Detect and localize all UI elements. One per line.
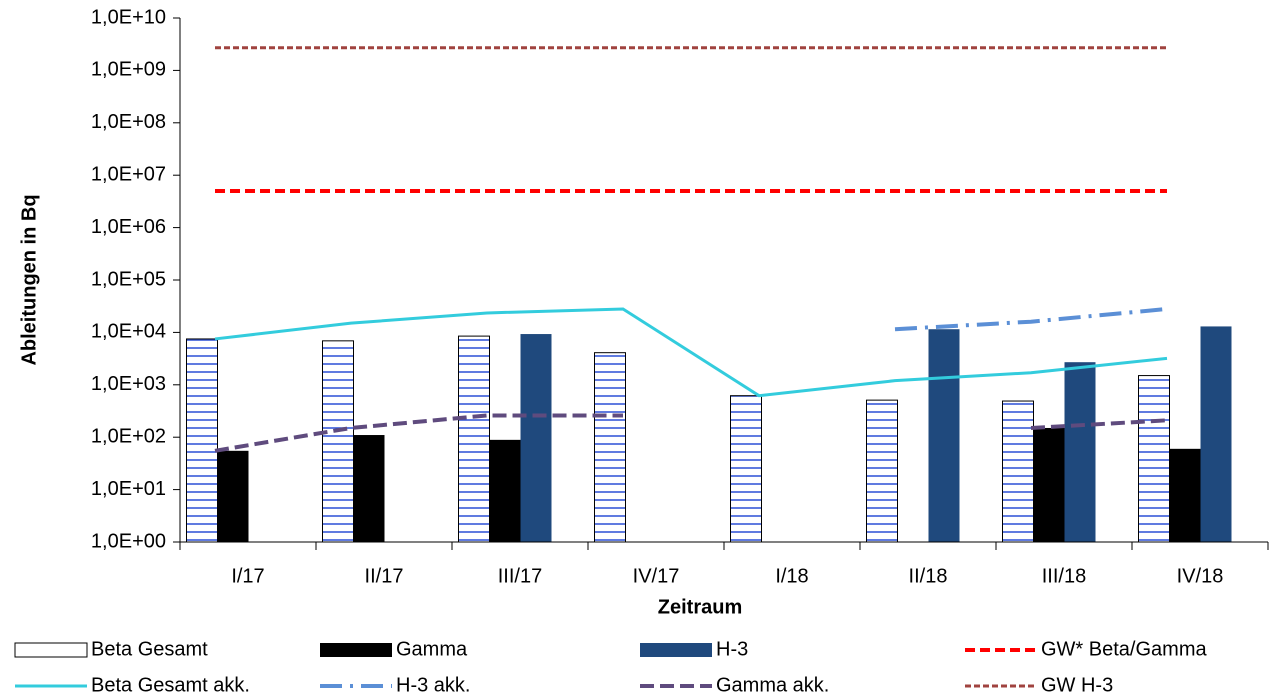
legend-label: H-3 akk. bbox=[396, 674, 470, 696]
bar bbox=[520, 334, 552, 542]
legend-label: GW H-3 bbox=[1041, 674, 1113, 696]
bar bbox=[594, 352, 626, 543]
legend-label: Gamma bbox=[396, 638, 468, 660]
bar bbox=[730, 395, 762, 543]
legend-label: GW* Beta/Gamma bbox=[1041, 638, 1207, 660]
x-tick-label: II/18 bbox=[909, 565, 948, 587]
y-tick-label: 1,0E+05 bbox=[91, 268, 166, 290]
x-tick-label: I/17 bbox=[231, 565, 264, 587]
x-tick-label: IV/18 bbox=[1177, 565, 1224, 587]
y-tick-label: 1,0E+03 bbox=[91, 373, 166, 395]
x-tick-label: I/18 bbox=[775, 565, 808, 587]
bar bbox=[217, 450, 249, 542]
legend-label: Gamma akk. bbox=[716, 674, 829, 696]
bar bbox=[489, 439, 521, 542]
line bbox=[214, 307, 1168, 398]
y-tick-label: 1,0E+06 bbox=[91, 216, 166, 238]
y-tick-label: 1,0E+04 bbox=[91, 321, 166, 343]
legend-swatch bbox=[14, 642, 88, 658]
bar bbox=[1033, 427, 1065, 542]
legend-label: H-3 bbox=[716, 638, 748, 660]
y-tick-label: 1,0E+02 bbox=[91, 425, 166, 447]
bar bbox=[866, 399, 898, 543]
line bbox=[214, 413, 623, 453]
x-tick-label: III/18 bbox=[1042, 565, 1086, 587]
x-tick-label: III/17 bbox=[498, 565, 542, 587]
legend-swatch bbox=[640, 643, 712, 657]
legend-label: Beta Gesamt bbox=[91, 638, 208, 660]
bar bbox=[928, 329, 960, 542]
y-tick-label: 1,0E+07 bbox=[91, 163, 166, 185]
y-tick-label: 1,0E+01 bbox=[91, 478, 166, 500]
bar bbox=[1002, 400, 1034, 543]
line bbox=[1030, 418, 1168, 430]
y-tick-label: 1,0E+10 bbox=[91, 6, 166, 28]
y-tick-label: 1,0E+00 bbox=[91, 530, 166, 552]
line bbox=[894, 306, 1168, 332]
bar bbox=[1169, 448, 1201, 542]
legend-label: Beta Gesamt akk. bbox=[91, 674, 250, 696]
bar bbox=[186, 338, 218, 543]
bar bbox=[322, 340, 354, 543]
legend-swatch bbox=[320, 643, 392, 657]
x-axis-label: Zeitraum bbox=[658, 596, 742, 618]
y-tick-label: 1,0E+09 bbox=[91, 59, 166, 81]
bar bbox=[1138, 375, 1170, 543]
y-tick-label: 1,0E+08 bbox=[91, 111, 166, 133]
bar bbox=[1200, 326, 1232, 542]
x-tick-label: IV/17 bbox=[633, 565, 680, 587]
bar bbox=[1064, 362, 1096, 542]
bar bbox=[458, 335, 490, 543]
x-tick-label: II/17 bbox=[365, 565, 404, 587]
bar bbox=[353, 435, 385, 542]
y-axis-label: Ableitungen in Bq bbox=[18, 194, 40, 365]
